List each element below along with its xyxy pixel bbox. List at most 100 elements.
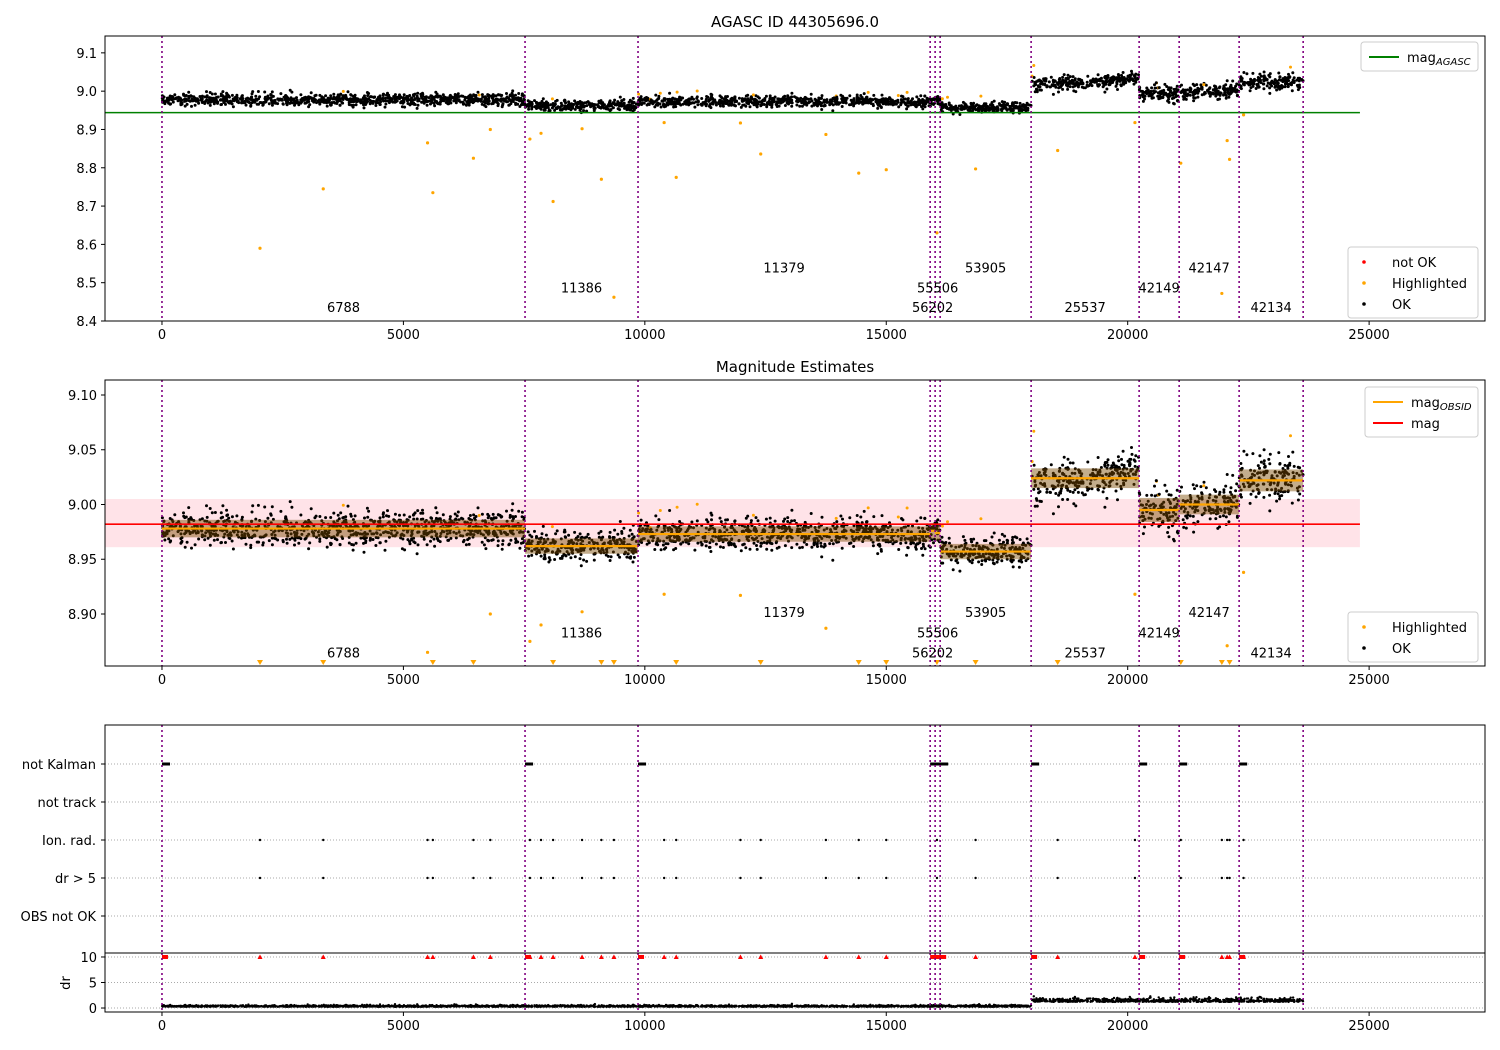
ok-point <box>1000 100 1004 104</box>
ok-point <box>775 102 779 106</box>
ok-point <box>546 549 550 553</box>
ok-point <box>240 515 244 519</box>
ok-point <box>203 538 207 542</box>
ok-point <box>785 536 789 540</box>
ok-point <box>235 93 239 97</box>
ok-point <box>216 101 219 105</box>
ok-point <box>834 98 838 102</box>
ok-point <box>392 95 396 98</box>
ok-point <box>871 540 875 544</box>
ok-point <box>1141 99 1145 103</box>
ok-point <box>872 93 876 97</box>
ok-point <box>352 543 355 547</box>
ok-point <box>320 98 323 102</box>
ok-point <box>1291 71 1295 75</box>
ok-point <box>693 105 697 109</box>
ok-point <box>197 537 201 541</box>
ok-point <box>247 525 251 528</box>
ok-point <box>208 91 212 94</box>
ok-point <box>759 104 763 108</box>
ok-point <box>711 526 715 530</box>
highlighted-point <box>905 506 909 510</box>
ok-point <box>459 534 463 538</box>
ok-point <box>921 542 925 546</box>
ok-point <box>520 92 524 96</box>
ok-point <box>391 100 395 104</box>
ok-point <box>749 519 753 523</box>
ok-point <box>613 98 617 102</box>
highlighted-point <box>637 511 641 515</box>
chart-title: AGASC ID 44305696.0 <box>711 13 879 31</box>
ok-point <box>578 532 582 536</box>
ok-point <box>615 538 619 542</box>
highlighted-point <box>973 167 978 171</box>
ok-point <box>775 546 779 550</box>
ok-point <box>415 552 419 556</box>
panel-1-plot-area: 6788113861137956202555065390525537421494… <box>105 36 1360 321</box>
ok-point <box>954 106 958 110</box>
ok-point <box>257 97 261 101</box>
ok-point <box>288 97 291 101</box>
ok-point <box>1071 75 1075 79</box>
ok-point <box>845 96 849 100</box>
ok-point <box>314 93 318 97</box>
ok-point <box>543 106 547 110</box>
ok-point <box>1143 90 1147 94</box>
ok-point <box>714 542 718 546</box>
ok-point <box>1277 71 1281 75</box>
ok-point <box>795 103 799 107</box>
ok-point <box>351 548 355 552</box>
ok-point <box>510 91 514 95</box>
ok-point <box>438 540 442 544</box>
ok-point <box>198 95 202 98</box>
ok-point <box>455 514 459 518</box>
ok-point <box>739 549 743 553</box>
ok-point <box>496 104 500 108</box>
ok-point <box>514 539 518 543</box>
ok-point <box>920 535 924 539</box>
ok-point <box>608 536 612 540</box>
ok-point <box>1285 78 1288 82</box>
ok-point <box>656 102 659 106</box>
ok-point <box>476 90 480 94</box>
ok-point <box>1225 79 1229 83</box>
ok-point <box>1066 73 1070 77</box>
ok-point <box>299 101 303 105</box>
ok-point <box>793 519 796 523</box>
ok-point <box>480 512 484 516</box>
ok-point <box>1128 73 1132 77</box>
ok-point <box>687 542 691 546</box>
ok-point <box>476 506 480 510</box>
ok-point <box>226 100 230 104</box>
ok-point <box>728 540 732 544</box>
ok-point <box>297 541 301 545</box>
ok-point <box>211 532 215 536</box>
ok-point <box>1219 91 1223 95</box>
ok-point <box>658 102 662 106</box>
ok-point <box>631 101 635 105</box>
ok-point <box>876 537 880 541</box>
ok-point <box>562 530 566 534</box>
obsid-label: 6788 <box>327 301 360 316</box>
ok-point <box>572 541 575 545</box>
ok-point <box>900 94 903 98</box>
ok-point <box>900 100 904 104</box>
ok-point <box>163 99 167 103</box>
ok-point <box>347 535 351 539</box>
ok-point <box>387 514 391 518</box>
ok-point <box>378 541 382 545</box>
ok-point <box>322 535 326 539</box>
ok-point <box>1049 75 1053 79</box>
ok-point <box>561 554 564 558</box>
ok-point <box>764 94 768 98</box>
ok-point <box>724 518 728 522</box>
ok-point <box>597 99 601 103</box>
ok-point <box>486 532 490 536</box>
ok-point <box>551 540 555 544</box>
legend-subscript: AGASC <box>1435 57 1471 68</box>
ok-point <box>210 97 214 101</box>
highlighted-point <box>477 93 481 97</box>
ok-point <box>640 529 644 533</box>
ok-point <box>649 528 653 531</box>
ok-point <box>526 530 530 534</box>
